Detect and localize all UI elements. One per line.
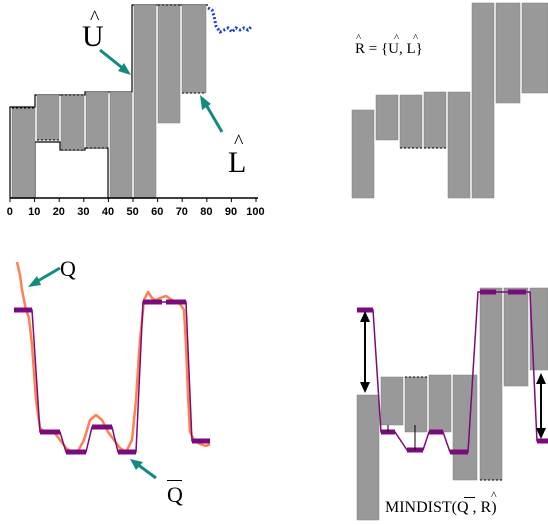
label-r-equals: ^ ^ ^ R = {U, L}	[355, 32, 423, 57]
envelope-box-8	[181, 4, 207, 94]
panel-r-boxes	[351, 2, 548, 199]
envelope-box-5	[109, 91, 133, 199]
envelope-box-3	[60, 94, 85, 151]
x-axis-tick-label: 60	[151, 206, 164, 218]
x-axis-tick-label: 0	[6, 206, 13, 218]
x-axis-tick-label: 10	[28, 206, 41, 218]
panel-envelope	[9, 4, 258, 202]
x-axis-tick-label: 40	[101, 206, 115, 218]
mindist-box-5	[452, 374, 478, 481]
mindist-box-6	[479, 287, 503, 481]
envelope-box-4	[85, 91, 109, 149]
x-axis-tick-label: 50	[126, 206, 139, 218]
mindist-box-1	[356, 394, 380, 521]
label-q: Q	[60, 256, 76, 281]
x-axis-tick-label: 80	[200, 206, 213, 218]
envelope-box-6	[133, 4, 157, 199]
qbar-pointer-arrowhead	[130, 459, 143, 470]
q-pointer-arrowhead	[28, 276, 41, 287]
label-u: ^ U	[82, 7, 104, 53]
distance-arrow-left-head-top	[360, 311, 370, 322]
mindist-box-4	[428, 374, 452, 433]
label-q-bar: Q	[167, 480, 183, 507]
raw-tail-dots	[207, 6, 253, 35]
r-box-3	[399, 94, 423, 149]
label-l: ^ L	[228, 131, 247, 179]
r-box-8	[521, 2, 548, 94]
panel-mindist	[356, 287, 548, 521]
x-axis-tick-label: 100	[246, 206, 265, 218]
l-pointer-arrowhead	[200, 95, 211, 110]
l-pointer-arrow	[203, 102, 224, 133]
panel-query	[14, 261, 211, 480]
mindist-box-7	[503, 287, 529, 387]
u-pointer-arrow	[99, 48, 126, 72]
label-mindist: ^ MINDIST(Q , R)	[385, 488, 497, 516]
r-box-5	[447, 91, 471, 199]
r-box-7	[495, 2, 521, 104]
envelope-box-1	[11, 107, 36, 199]
x-axis-tick-label: 30	[77, 206, 90, 218]
mindist-box-2	[380, 376, 404, 426]
mindist-box-8	[529, 287, 548, 371]
x-axis-tick-label: 20	[52, 206, 65, 218]
qbar-pointer-arrow	[136, 462, 157, 480]
mindist-box-3	[404, 376, 428, 433]
u-pointer-arrowhead	[118, 63, 131, 75]
r-box-2	[375, 94, 399, 141]
distance-arrow-right-head-top	[536, 373, 546, 384]
envelope-box-7	[157, 4, 181, 124]
distance-arrow-right-head-bottom	[536, 428, 546, 439]
r-box-4	[423, 91, 447, 149]
distance-arrow-left-head-bottom	[360, 382, 370, 393]
r-box-6	[471, 2, 495, 199]
x-axis-tick-label: 70	[175, 206, 188, 218]
q-pointer-arrow	[35, 266, 61, 284]
x-axis-tick-label: 90	[224, 206, 238, 218]
r-box-1	[351, 109, 375, 199]
upper-envelope-line	[9, 4, 208, 198]
raw-query-series	[15, 261, 211, 454]
envelope-box-2	[36, 94, 60, 141]
